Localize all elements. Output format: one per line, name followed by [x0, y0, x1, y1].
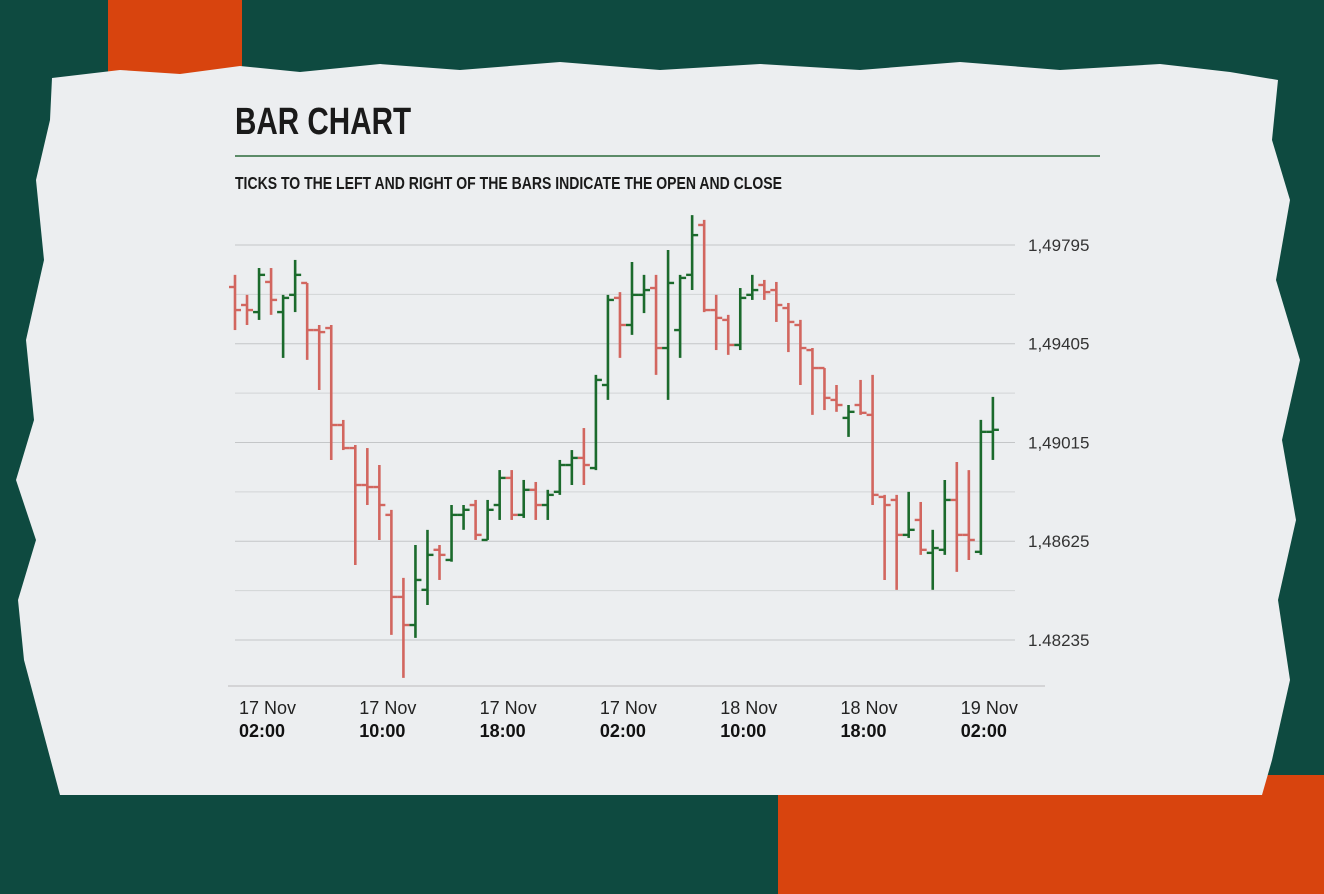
x-tick-label: 18:00: [480, 721, 526, 741]
chart-subtitle: TICKS TO THE LEFT AND RIGHT OF THE BARS …: [235, 173, 782, 193]
x-tick-label: 18:00: [841, 721, 887, 741]
x-tick-label: 17 Nov: [239, 698, 296, 718]
x-tick-label: 19 Nov: [961, 698, 1018, 718]
x-tick-label: 02:00: [239, 721, 285, 741]
y-tick-label: 1.48235: [1028, 631, 1089, 650]
x-tick-label: 10:00: [359, 721, 405, 741]
y-tick-label: 1,49405: [1028, 335, 1089, 354]
x-tick-label: 18 Nov: [720, 698, 777, 718]
x-tick-label: 02:00: [600, 721, 646, 741]
chart-title: BAR CHART: [235, 101, 411, 143]
y-tick-label: 1,48625: [1028, 532, 1089, 551]
x-tick-label: 18 Nov: [841, 698, 898, 718]
paper: [16, 62, 1300, 795]
x-tick-label: 10:00: [720, 721, 766, 741]
y-tick-label: 1,49015: [1028, 433, 1089, 452]
x-tick-label: 02:00: [961, 721, 1007, 741]
y-tick-label: 1,49795: [1028, 236, 1089, 255]
x-tick-label: 17 Nov: [600, 698, 657, 718]
x-tick-label: 17 Nov: [359, 698, 416, 718]
x-tick-label: 17 Nov: [480, 698, 537, 718]
